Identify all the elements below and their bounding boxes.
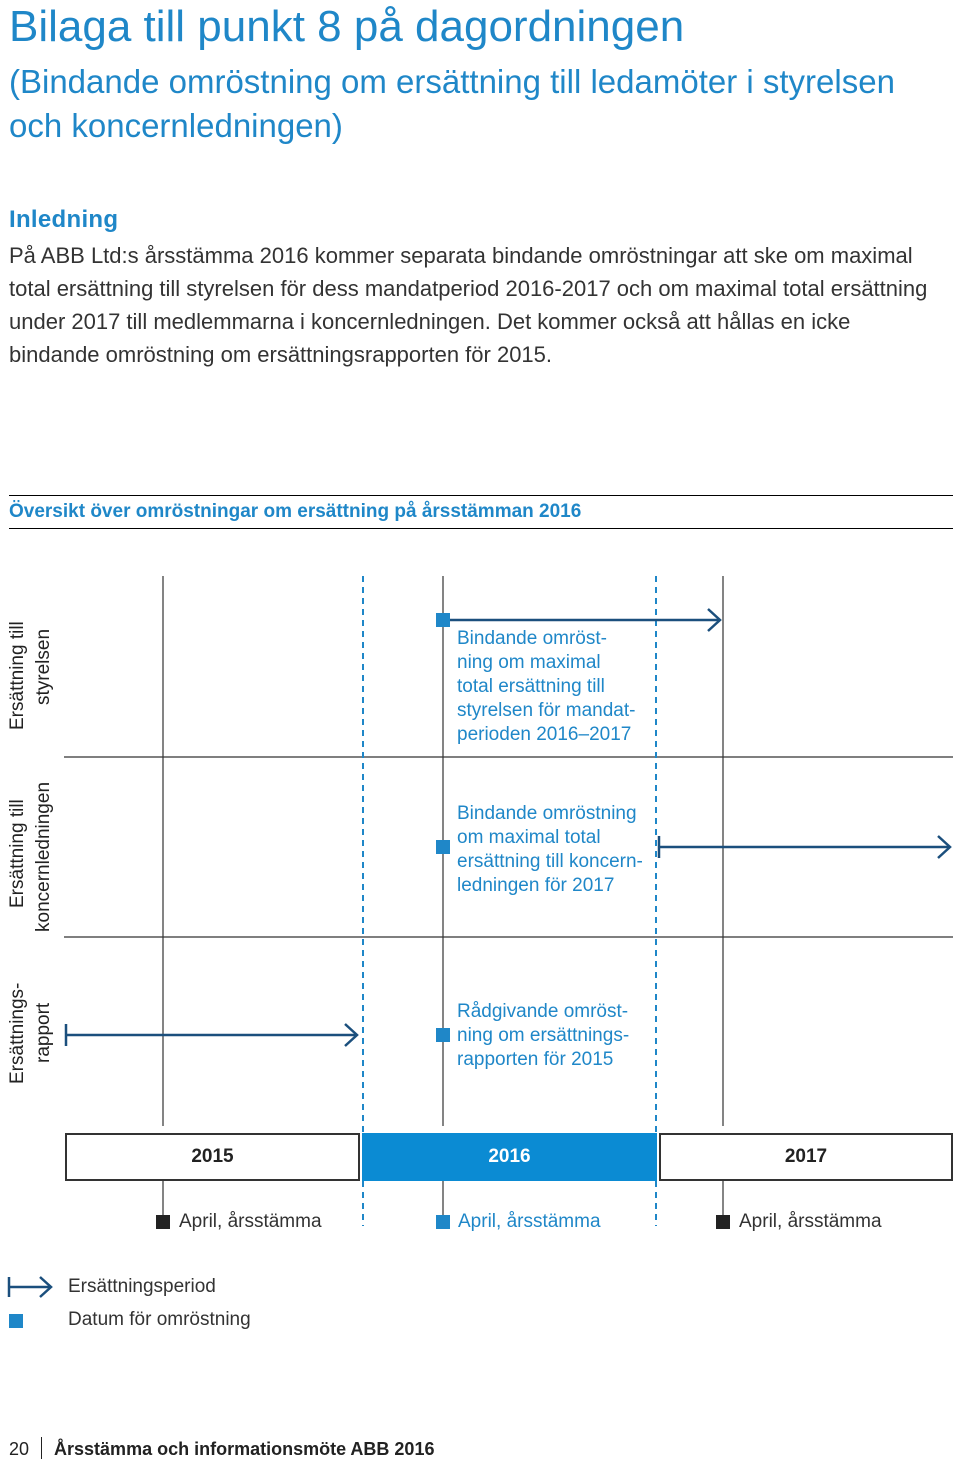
compensation-period-arrow-management <box>657 835 952 859</box>
agm-marker-2016 <box>436 1215 450 1229</box>
publication-name: Årsstämma och informationsmöte ABB 2016 <box>54 1439 435 1459</box>
vote-description-board: Bindande omröst- ning om maximal total e… <box>457 627 635 747</box>
row-label-board-line2: styrelsen <box>33 628 54 705</box>
compensation-period-arrow-report <box>64 1023 359 1047</box>
agm-marker-2015 <box>156 1215 170 1229</box>
intro-paragraph: På ABB Ltd:s årsstämma 2016 kommer separ… <box>9 243 928 367</box>
text-line: total ersättning till <box>457 676 605 697</box>
overview-bottom-rule <box>9 528 953 529</box>
overview-top-rule <box>9 495 953 496</box>
agm-label-2015: April, årsstämma <box>179 1211 322 1232</box>
overview-heading: Översikt över omröstningar om ersättning… <box>9 501 582 522</box>
page-subtitle: (Bindande omröstning om ersättning till … <box>9 63 895 144</box>
legend-arrow-icon <box>7 1276 53 1298</box>
legend-vote-date-icon <box>9 1314 23 1328</box>
vote-description-management: Bindande omröstning om maximal total ers… <box>457 802 643 898</box>
row-label-management: Ersättning till koncernledningen <box>5 782 57 932</box>
agm-label-2017: April, årsstämma <box>739 1211 882 1232</box>
row-label-report-line2: rapport <box>33 1002 54 1063</box>
vote-date-marker-report <box>436 1028 450 1042</box>
text-line: Bindande omröst- <box>457 628 607 649</box>
text-line: om maximal total <box>457 827 601 848</box>
row-label-management-line1: Ersättning till <box>7 799 28 908</box>
text-line: ning om maximal <box>457 652 601 673</box>
text-line: styrelsen för mandat- <box>457 700 636 721</box>
vote-description-report: Rådgivande omröst- ning om ersättnings- … <box>457 1000 629 1072</box>
year-box-2016: 2016 <box>362 1133 657 1181</box>
row-label-report: Ersättnings- rapport <box>5 983 57 1084</box>
page-title: Bilaga till punkt 8 på dagordningen <box>9 2 685 51</box>
vote-date-marker-management <box>436 840 450 854</box>
legend-vote-date-label: Datum för omröstning <box>68 1309 251 1330</box>
row-label-board: Ersättning till styrelsen <box>5 621 57 730</box>
intro-heading: Inledning <box>9 206 119 233</box>
text-line: perioden 2016–2017 <box>457 724 632 745</box>
legend-period-label: Ersättningsperiod <box>68 1276 216 1297</box>
text-line: rapporten för 2015 <box>457 1049 614 1070</box>
row-label-report-line1: Ersättnings- <box>7 982 28 1084</box>
footer-separator <box>41 1437 43 1459</box>
year-box-2017: 2017 <box>659 1133 953 1181</box>
text-line: ersättning till koncern- <box>457 851 643 872</box>
row-label-board-line1: Ersättning till <box>7 621 28 730</box>
compensation-period-arrow-board <box>443 608 722 632</box>
page-footer: 20 Årsstämma och informationsmöte ABB 201… <box>9 1437 434 1460</box>
year-box-2015: 2015 <box>65 1133 360 1181</box>
text-line: ning om ersättnings- <box>457 1025 630 1046</box>
row-label-management-line2: koncernledningen <box>33 781 54 932</box>
text-line: Bindande omröstning <box>457 803 637 824</box>
agm-label-2016: April, årsstämma <box>458 1211 601 1232</box>
text-line: ledningen för 2017 <box>457 875 615 896</box>
page-number: 20 <box>9 1439 30 1459</box>
vote-date-marker-board <box>436 613 450 627</box>
text-line: Rådgivande omröst- <box>457 1001 629 1022</box>
agm-marker-2017 <box>716 1215 730 1229</box>
